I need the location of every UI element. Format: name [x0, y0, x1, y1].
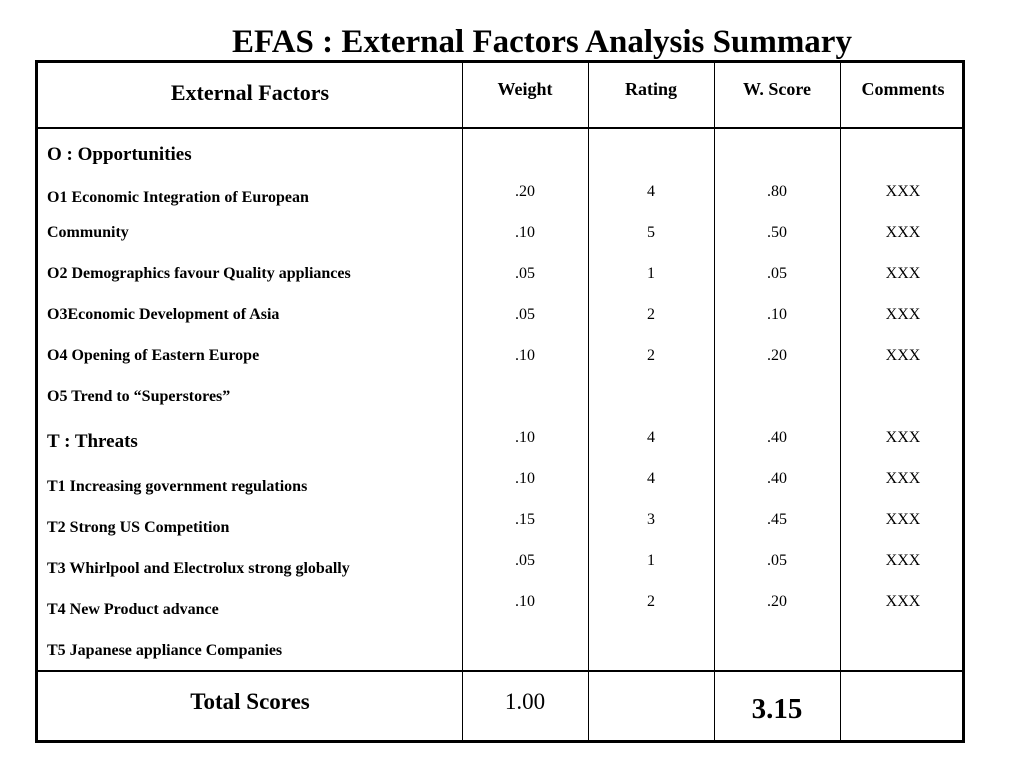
factor-label: T5 Japanese appliance Companies [47, 642, 283, 659]
comment-cell: XXX [885, 306, 921, 323]
weight-cell: .05 [515, 552, 535, 569]
factor-label: O1 Economic Integration of European [47, 189, 309, 206]
score-cell: .10 [767, 306, 787, 323]
comment-cell: XXX [885, 470, 921, 487]
score-cell: .20 [767, 347, 787, 364]
weight-cell: .05 [515, 265, 535, 282]
weight-cell: .10 [515, 593, 535, 610]
rating-cell: 4 [647, 183, 655, 200]
total-divider [38, 670, 962, 672]
rating-cell: 4 [647, 470, 655, 487]
efas-table: External Factors Weight Rating W. Score … [35, 60, 965, 743]
comment-cell: XXX [885, 224, 921, 241]
header-rating: Rating [624, 79, 677, 99]
weight-cell: .05 [515, 306, 535, 323]
factor-label: Community [47, 224, 129, 241]
rating-cell: 3 [647, 511, 655, 528]
rating-cell: 4 [647, 429, 655, 446]
factor-label: O4 Opening of Eastern Europe [47, 347, 260, 364]
col-divider [714, 63, 715, 740]
threats-label: T : Threats [47, 431, 138, 452]
header-weight: Weight [497, 79, 553, 99]
rating-cell: 1 [647, 265, 655, 282]
comment-cell: XXX [885, 265, 921, 282]
weight-cell: .10 [515, 224, 535, 241]
total-w-score: 3.15 [751, 693, 803, 725]
rating-cell: 2 [647, 593, 655, 610]
factor-label: O5 Trend to “Superstores” [47, 388, 231, 405]
header-divider [38, 127, 962, 129]
weight-cell: .15 [515, 511, 535, 528]
score-cell: .45 [767, 511, 787, 528]
rating-cell: 2 [647, 347, 655, 364]
score-cell: .50 [767, 224, 787, 241]
header-comments: Comments [861, 79, 945, 99]
factor-label: T3 Whirlpool and Electrolux strong globa… [47, 560, 350, 577]
comment-cell: XXX [885, 347, 921, 364]
header-external-factors: External Factors [170, 80, 330, 105]
factor-label: O2 Demographics favour Quality appliance… [47, 265, 351, 282]
weight-cell: .10 [515, 347, 535, 364]
factor-label: T4 New Product advance [47, 601, 219, 618]
page-title: EFAS : External Factors Analysis Summary [232, 24, 852, 60]
total-weight: 1.00 [504, 689, 546, 714]
total-scores-label: Total Scores [190, 689, 310, 714]
score-cell: .05 [767, 552, 787, 569]
rating-cell: 1 [647, 552, 655, 569]
header-w-score: W. Score [742, 79, 811, 99]
col-divider [840, 63, 841, 740]
comment-cell: XXX [885, 552, 921, 569]
comment-cell: XXX [885, 593, 921, 610]
factor-label: T1 Increasing government regulations [47, 478, 308, 495]
weight-cell: .10 [515, 429, 535, 446]
rating-cell: 2 [647, 306, 655, 323]
comment-cell: XXX [885, 511, 921, 528]
comment-cell: XXX [885, 183, 921, 200]
score-cell: .20 [767, 593, 787, 610]
score-cell: .40 [767, 429, 787, 446]
factor-label: O3Economic Development of Asia [47, 306, 280, 323]
score-cell: .80 [767, 183, 787, 200]
opportunities-label: O : Opportunities [47, 144, 192, 165]
comment-cell: XXX [885, 429, 921, 446]
weight-cell: .20 [515, 183, 535, 200]
weight-cell: .10 [515, 470, 535, 487]
score-cell: .05 [767, 265, 787, 282]
col-divider [462, 63, 463, 740]
col-divider [588, 63, 589, 740]
rating-cell: 5 [647, 224, 655, 241]
score-cell: .40 [767, 470, 787, 487]
factor-label: T2 Strong US Competition [47, 519, 230, 536]
